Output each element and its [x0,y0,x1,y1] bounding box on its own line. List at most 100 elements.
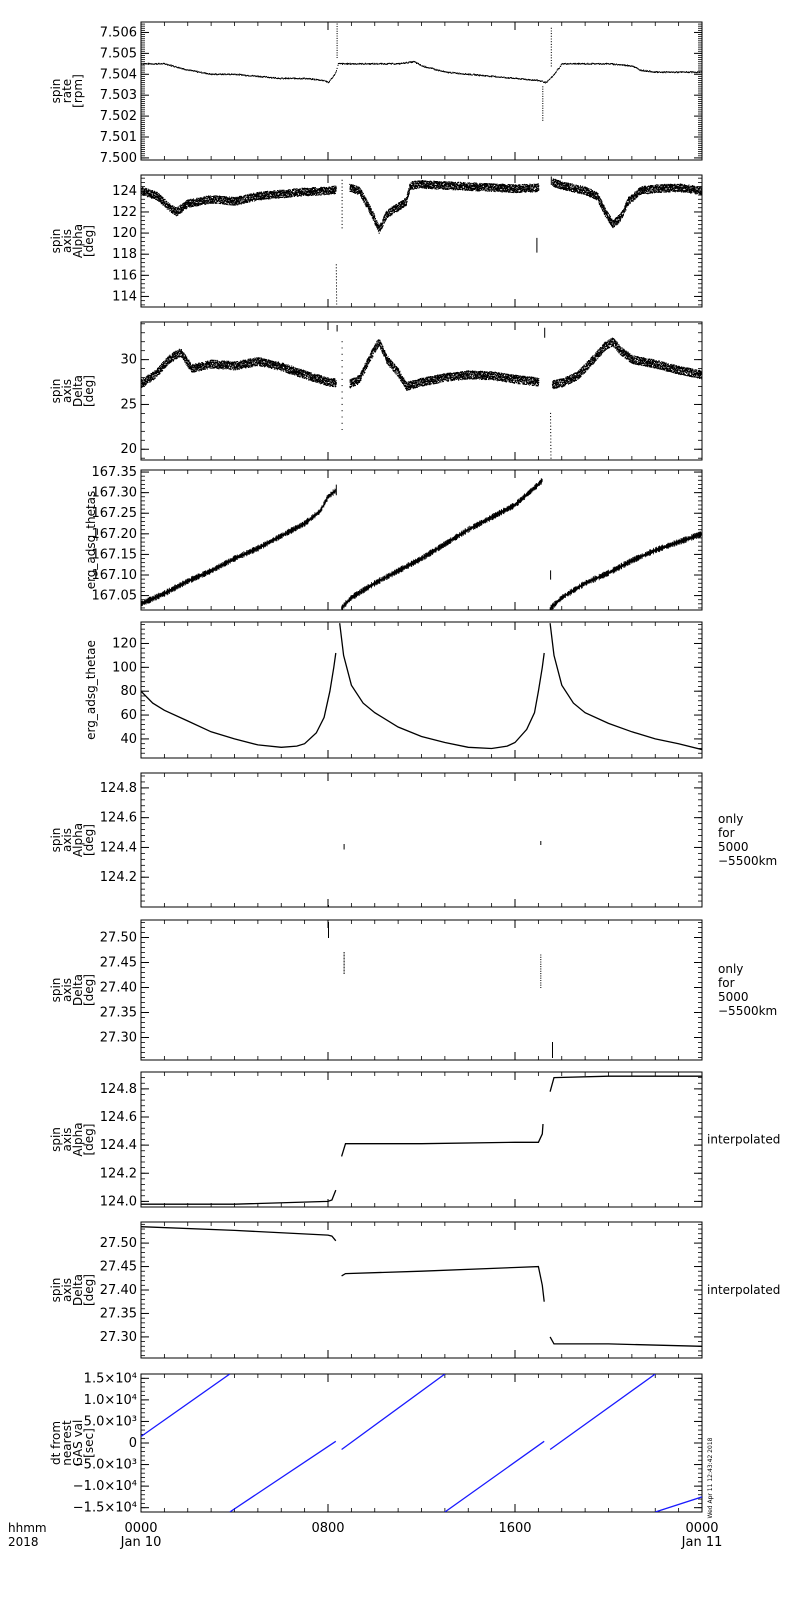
x-tick-date: Jan 10 [120,1535,162,1550]
y-tick-label: 118 [112,247,137,262]
series-points [141,185,337,217]
y-axis-label: spin [49,1127,63,1152]
series-line [549,1374,656,1451]
series-line [341,1374,446,1451]
y-axis-label: axis [60,978,74,1002]
y-axis-label: [deg] [82,824,96,856]
transient-points [550,27,552,67]
series-points [349,180,540,234]
transient-points [335,264,338,307]
y-tick-label: 124.6 [100,1110,137,1125]
y-axis-label: Alpha [71,224,85,258]
y-tick-label: 7.505 [100,46,137,61]
series-line [339,623,545,750]
series-line [141,488,336,607]
y-tick-label: 124.4 [100,1138,137,1153]
y-axis-label: erg_adsg_thetas [84,491,98,590]
transient-points [343,951,345,975]
y-tick-label: −1.5×10⁴ [73,1501,137,1516]
transient-points [336,23,338,59]
y-tick-label: 120 [112,226,137,241]
y-axis-label: axis [60,379,74,403]
x-tick-label: 0000 [685,1521,718,1536]
y-tick-label: 27.35 [100,1006,137,1021]
series-points [141,62,329,84]
series-line [229,1440,337,1512]
y-axis-label: axis [60,1278,74,1302]
y-tick-label: 124.8 [100,1082,137,1097]
y-axis-label: spin [49,229,63,254]
series-line [141,1189,337,1205]
y-tick-label: 5.0×10³ [84,1414,137,1429]
y-tick-label: 27.30 [100,1330,137,1345]
y-tick-label: 1.5×10⁴ [84,1371,137,1386]
y-tick-label: 27.50 [100,1236,137,1251]
transient-points [336,325,338,332]
panel-data [141,623,702,751]
series-line [340,1123,544,1157]
y-tick-label: 1.0×10⁴ [84,1393,137,1408]
series-points [328,64,339,84]
series-line [341,478,543,610]
y-tick-label: 116 [112,268,137,283]
y-tick-label: 167.05 [92,589,138,604]
y-tick-label: 7.503 [100,88,137,103]
transient-points [328,904,329,907]
panel-spin-axis-delta-interpolated: 27.30 27.35 27.40 27.45 27.50 spinaxisDelta[d… [49,1221,780,1359]
y-tick-label: 124.4 [100,840,137,855]
y-tick-label: 167.15 [92,547,138,562]
y-axis-label: [rpm] [71,74,85,108]
panel-frame [140,174,703,308]
transient-points [550,412,552,459]
y-tick-label: 7.502 [100,109,137,124]
panel-data [141,325,702,459]
panel-data [141,176,702,307]
panel-note: only [718,812,743,826]
panel-data [141,23,702,121]
y-axis-label: [deg] [82,1124,96,1156]
y-axis-label: [sec] [82,1428,96,1458]
y-tick-label: 124.2 [100,1166,137,1181]
series-line [549,623,702,751]
y-tick-label: 7.506 [100,25,137,40]
transient-points [542,86,544,121]
y-tick-label: −1.0×10⁴ [73,1479,137,1494]
x-tick-label: 0800 [311,1521,344,1536]
panel-spin-rate: 7.500 7.501 7.502 7.503 7.504 7.505 7.506 spinr… [49,21,703,166]
panel-data [141,1226,702,1347]
panel-data [141,478,702,610]
y-axis-label: spin [49,79,63,104]
panel-note: 5000 [718,840,749,854]
transient-points [544,327,546,338]
series-line [141,1226,337,1242]
y-tick-label: 167.35 [92,465,138,480]
panel-frame [140,621,703,759]
series-points [546,62,702,83]
y-tick-label: 7.500 [100,151,137,166]
series-points [141,348,337,389]
transient-points [550,773,552,776]
y-axis-label: [deg] [82,225,96,257]
panel-note: for [718,976,735,990]
timestamp: Wed Apr 11 12:43:42 2018 [707,1437,714,1518]
panel-erg-adsg-thetae: 40 60 80 100 120 erg_adsg_thetae [84,621,703,759]
y-tick-label: 80 [120,684,137,699]
series-points [552,178,702,229]
panel-data [141,1374,702,1512]
y-tick-label: 0 [129,1436,137,1451]
series-line [141,652,337,748]
panel-frame [140,1373,703,1513]
y-axis-label: Alpha [71,1122,85,1156]
x-axis-year: 2018 [8,1535,39,1549]
y-tick-label: 100 [112,660,137,675]
y-axis-label: GAS val [71,1420,85,1467]
panel-note: interpolated [707,1133,780,1147]
y-tick-label: 60 [120,708,137,723]
y-tick-label: 167.20 [92,527,138,542]
y-tick-label: 25 [120,397,137,412]
y-tick-label: 7.504 [100,67,137,82]
panel-frame [140,1071,703,1208]
